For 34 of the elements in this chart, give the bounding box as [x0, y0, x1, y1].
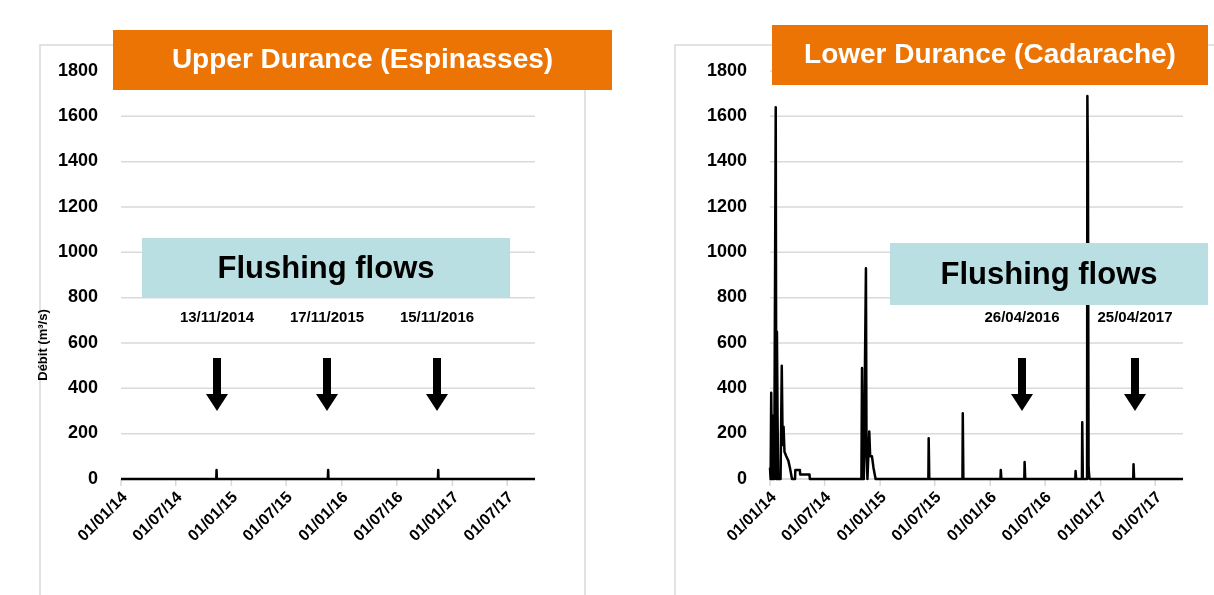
chart-title: Lower Durance (Cadarache)	[804, 38, 1176, 70]
y-tick-label: 400	[67, 377, 98, 398]
label-box: Flushing flows	[890, 243, 1208, 305]
annotation: 26/04/2016	[984, 307, 1060, 325]
y-tick-label: 1800	[706, 59, 747, 80]
y-tick-label: 1200	[706, 195, 747, 216]
y-tick-label: 1600	[57, 105, 98, 126]
y-axis-title: Débit (m³/s)	[35, 309, 51, 381]
y-tick-label: 600	[67, 331, 98, 352]
y-tick-label: 1200	[57, 195, 98, 216]
annotation: 17/11/2015	[289, 307, 365, 325]
label-box: Flushing flows	[142, 238, 510, 298]
annotation: 13/11/2014	[179, 307, 255, 325]
y-tick-label: 1000	[706, 241, 747, 262]
annotation: 15/11/2016	[399, 307, 475, 325]
y-tick-label: 1000	[57, 241, 98, 262]
chart-title: Upper Durance (Espinasses)	[171, 43, 554, 75]
annotation: 25/04/2017	[1097, 307, 1173, 325]
title-box: Lower Durance (Cadarache)	[772, 25, 1208, 85]
annotation: Flushing flows	[217, 250, 435, 286]
y-tick-label: 600	[716, 331, 747, 352]
y-tick-label: 400	[716, 377, 747, 398]
y-tick-label: 200	[716, 422, 747, 443]
y-tick-label: 0	[736, 467, 747, 488]
y-tick-label: 1800	[57, 59, 98, 80]
title-box: Upper Durance (Espinasses)	[113, 30, 612, 90]
annotation: Flushing flows	[940, 256, 1158, 292]
y-tick-label: 200	[67, 422, 98, 443]
y-tick-label: 800	[67, 286, 98, 307]
y-tick-label: 1400	[706, 150, 747, 171]
y-tick-label: 1400	[57, 150, 98, 171]
y-tick-label: 800	[716, 286, 747, 307]
y-tick-label: 1600	[706, 105, 747, 126]
y-tick-label: 0	[87, 467, 98, 488]
